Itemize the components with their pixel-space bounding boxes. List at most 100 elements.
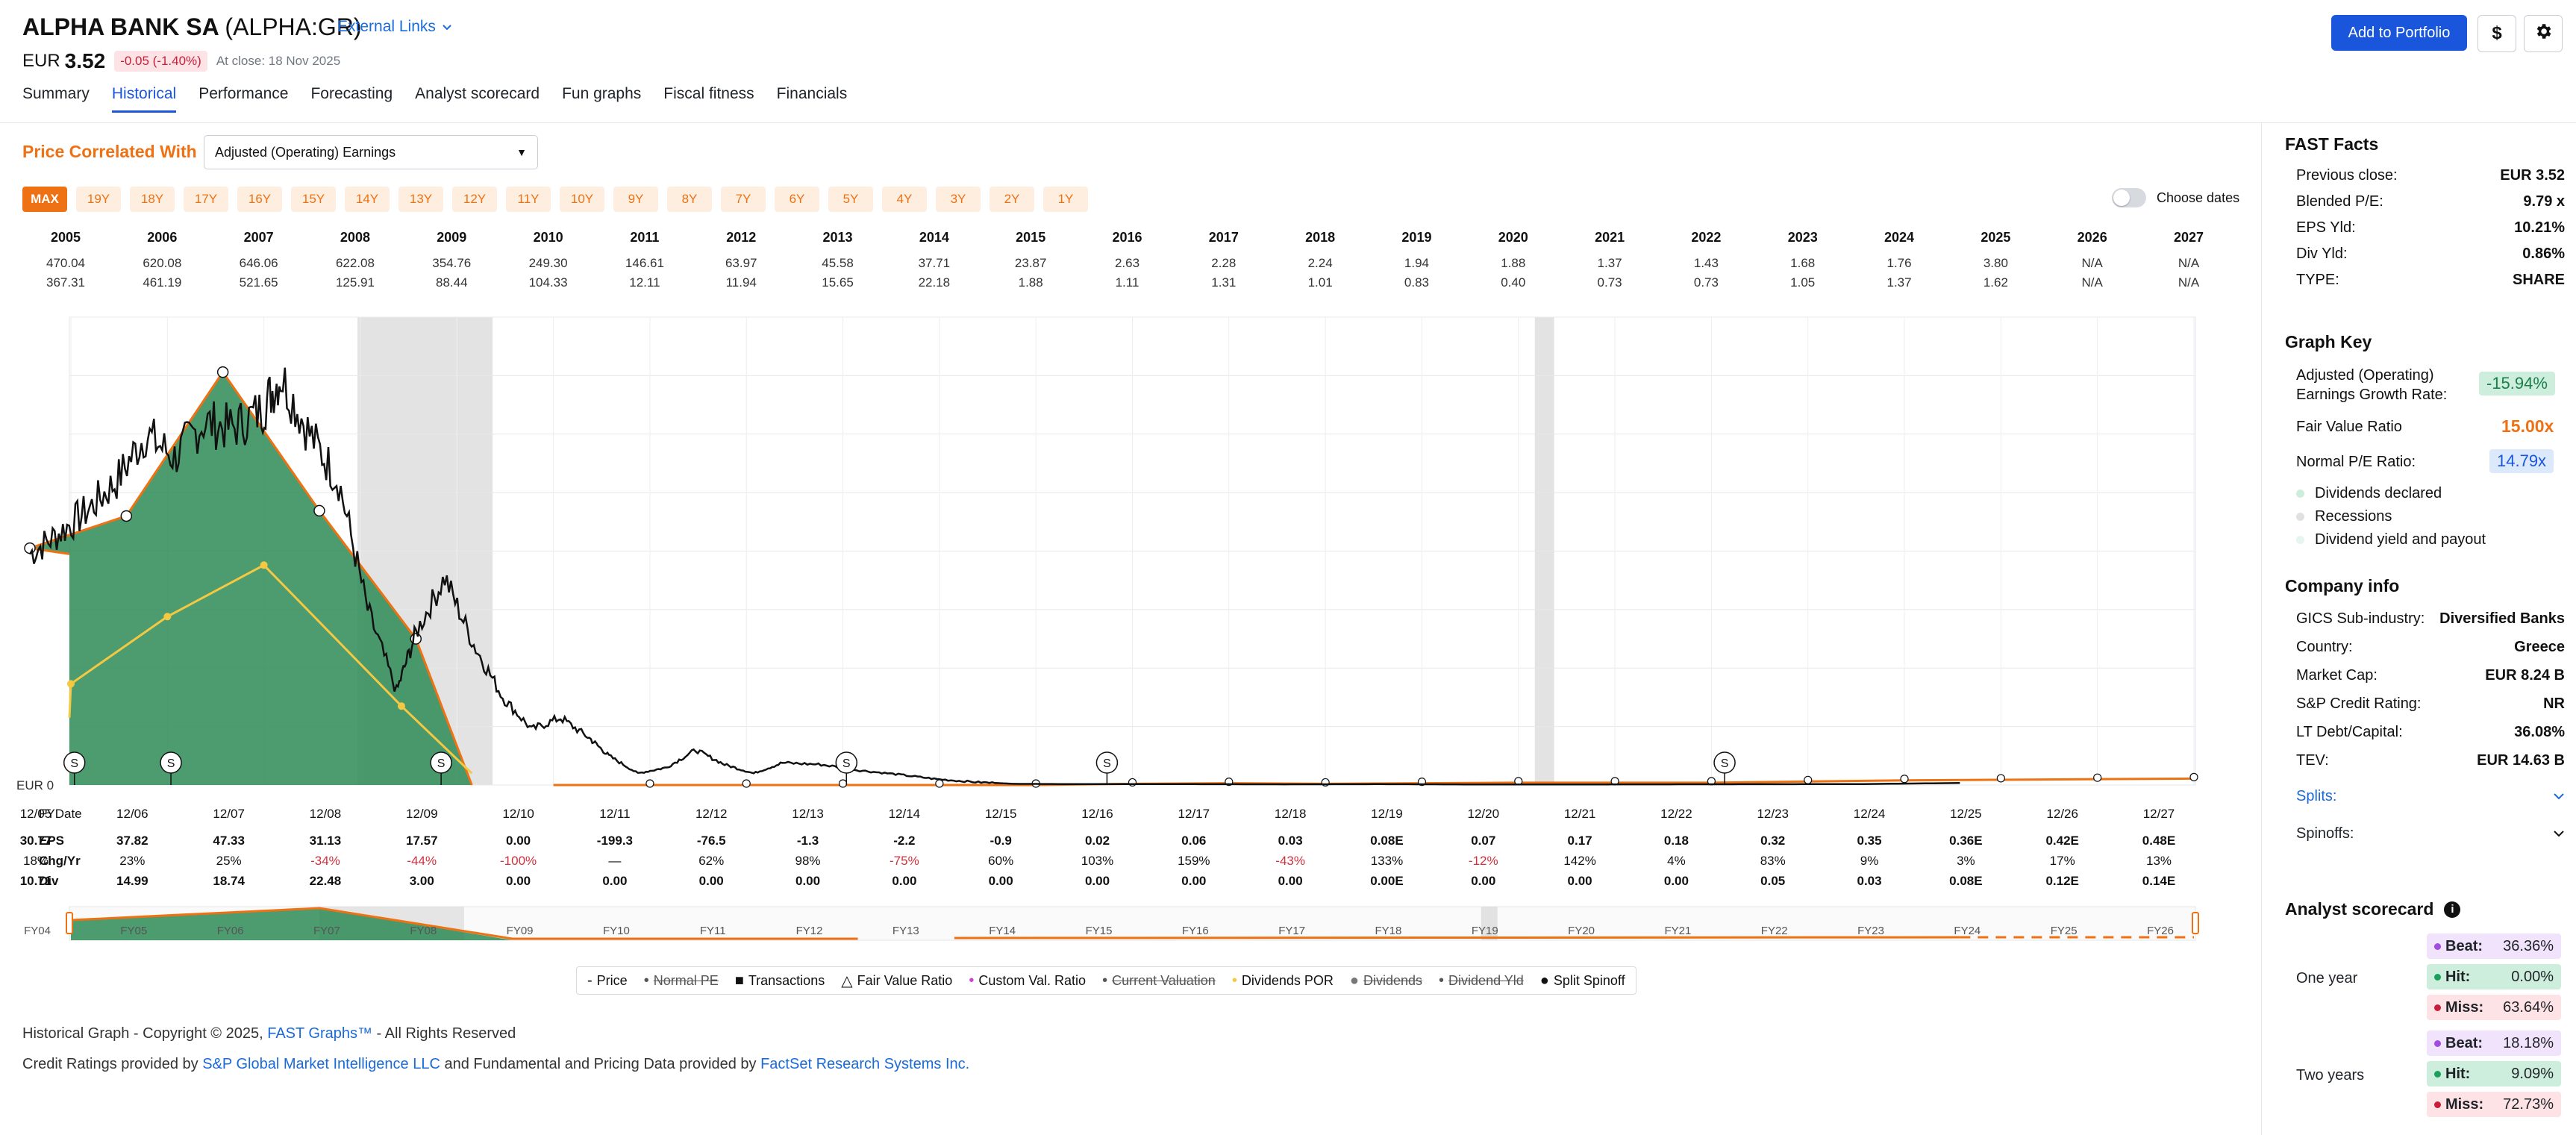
range-button-10y[interactable]: 10Y	[560, 187, 604, 212]
fy-dates-value: 12/13	[792, 807, 824, 821]
score-dot-icon	[2434, 1039, 2441, 1047]
tab-performance[interactable]: Performance	[198, 85, 289, 102]
info-icon[interactable]: i	[2444, 901, 2461, 918]
range-button-15y[interactable]: 15Y	[291, 187, 336, 212]
fair-value-marker[interactable]	[838, 779, 848, 788]
dividends-por-point[interactable]	[163, 613, 172, 621]
navigator-right-handle[interactable]	[2192, 912, 2199, 934]
range-button-18y[interactable]: 18Y	[130, 187, 175, 212]
range-button-4y[interactable]: 4Y	[882, 187, 927, 212]
range-button-6y[interactable]: 6Y	[775, 187, 819, 212]
range-button-2y[interactable]: 2Y	[990, 187, 1034, 212]
fair-value-marker[interactable]	[1996, 774, 2005, 783]
legend-item-price[interactable]: - Price	[587, 972, 628, 989]
metric-select[interactable]: Adjusted (Operating) Earnings ▼	[204, 135, 538, 169]
fair-value-marker[interactable]	[1900, 775, 1909, 784]
split-marker-icon[interactable]	[430, 751, 452, 774]
high-price: 37.71	[919, 256, 951, 270]
credit-text: Credit Ratings provided by S&P Global Ma…	[22, 1056, 969, 1073]
range-button-3y[interactable]: 3Y	[936, 187, 981, 212]
legend-item-fair-value-ratio[interactable]: △ Fair Value Ratio	[841, 972, 952, 990]
fair-value-marker[interactable]	[2189, 772, 2198, 781]
tab-summary[interactable]: Summary	[22, 85, 90, 102]
legend-item-split-spinoff[interactable]: ● Split Spinoff	[1540, 972, 1625, 989]
tab-fun-graphs[interactable]: Fun graphs	[562, 85, 642, 102]
high-price: 1.43	[1694, 256, 1719, 270]
tab-forecasting[interactable]: Forecasting	[310, 85, 393, 102]
fair-value-marker[interactable]	[645, 779, 654, 788]
company-info-label: GICS Sub-industry:	[2296, 610, 2425, 627]
range-button-9y[interactable]: 9Y	[613, 187, 658, 212]
range-button-17y[interactable]: 17Y	[184, 187, 228, 212]
split-marker-icon[interactable]	[1095, 751, 1119, 774]
navigator-left-handle[interactable]	[66, 912, 73, 934]
range-button-5y[interactable]: 5Y	[828, 187, 873, 212]
range-button-16y[interactable]: 16Y	[237, 187, 282, 212]
split-marker-icon[interactable]	[1713, 751, 1736, 774]
div-value: 14.99	[116, 874, 149, 888]
range-button-13y[interactable]: 13Y	[398, 187, 443, 212]
fast-graphs-link[interactable]: FAST Graphs™	[267, 1025, 372, 1042]
legend-item-normal-pe[interactable]: • Normal PE	[644, 972, 719, 989]
fair-value-marker[interactable]	[120, 510, 133, 522]
score-dot-icon	[2434, 1070, 2441, 1078]
historical-chart[interactable]: EUR 0EUR100EUR200EUR300EUR400EUR500EUR60…	[0, 216, 2239, 963]
fast-fact-value: EUR 3.52	[2500, 167, 2565, 184]
fy-dates-value: 12/10	[502, 807, 534, 821]
fair-value-marker[interactable]	[1804, 775, 1813, 784]
currency-button[interactable]: $	[2477, 15, 2516, 52]
range-button-7y[interactable]: 7Y	[721, 187, 766, 212]
range-button-11y[interactable]: 11Y	[506, 187, 551, 212]
range-button-19y[interactable]: 19Y	[76, 187, 121, 212]
sp-global-link[interactable]: S&P Global Market Intelligence LLC	[202, 1056, 440, 1072]
spinoffs-row[interactable]: Spinoffs:	[2296, 825, 2565, 842]
range-button-max[interactable]: MAX	[22, 187, 67, 212]
legend-item-dividends-por[interactable]: • Dividends POR	[1232, 972, 1334, 989]
growth-rate-label: Adjusted (Operating) Earnings Growth Rat…	[2296, 367, 2448, 403]
legend-item-transactions[interactable]: ■ Transactions	[735, 972, 825, 989]
range-button-12y[interactable]: 12Y	[452, 187, 497, 212]
tab-financials[interactable]: Financials	[776, 85, 848, 102]
tab-analyst-scorecard[interactable]: Analyst scorecard	[415, 85, 540, 102]
score-hit: Hit: 0.00%	[2427, 964, 2561, 989]
fair-value-marker[interactable]	[935, 779, 944, 788]
dividends-por-point[interactable]	[260, 561, 268, 569]
fair-value-marker[interactable]	[313, 504, 325, 517]
legend-item-dividend-yld[interactable]: • Dividend Yld	[1439, 972, 1524, 989]
factset-link[interactable]: FactSet Research Systems Inc.	[760, 1056, 970, 1072]
div-value: 0.14E	[2142, 874, 2175, 888]
fair-value-marker[interactable]	[216, 366, 229, 378]
tab-fiscal-fitness[interactable]: Fiscal fitness	[663, 85, 754, 102]
toggle-switch[interactable]	[2112, 188, 2146, 207]
splits-row[interactable]: Splits:	[2296, 788, 2565, 805]
add-to-portfolio-button[interactable]: Add to Portfolio	[2331, 15, 2467, 51]
fast-fact-row: TYPE: SHARE	[2285, 272, 2565, 289]
fair-value-marker[interactable]	[742, 779, 751, 788]
split-marker-icon[interactable]	[835, 751, 858, 774]
range-button-8y[interactable]: 8Y	[667, 187, 712, 212]
fair-value-marker[interactable]	[24, 542, 36, 554]
split-marker-icon[interactable]	[160, 751, 182, 774]
dividends-por-point[interactable]	[397, 702, 405, 710]
choose-dates-toggle[interactable]: Choose dates	[2112, 188, 2239, 207]
chg-yr-value: -43%	[1275, 854, 1305, 868]
fair-value-marker[interactable]	[2093, 773, 2102, 782]
range-button-1y[interactable]: 1Y	[1043, 187, 1088, 212]
fy-dates-value: 12/18	[1275, 807, 1307, 821]
external-links-dropdown[interactable]: External Links	[337, 18, 452, 36]
legend-item-dividends[interactable]: ● Dividends	[1350, 972, 1422, 989]
low-price: 1.37	[1886, 275, 1911, 290]
tab-historical[interactable]: Historical	[111, 85, 177, 113]
range-button-14y[interactable]: 14Y	[345, 187, 390, 212]
div-value: 0.00	[1664, 874, 1689, 888]
eps-value: 47.33	[213, 834, 245, 848]
split-marker-icon[interactable]	[63, 751, 86, 774]
legend-item-current-valuation[interactable]: • Current Valuation	[1102, 972, 1216, 989]
legend-item-custom-val-ratio[interactable]: • Custom Val. Ratio	[969, 972, 1086, 989]
fast-fact-row: Previous close: EUR 3.52	[2285, 167, 2565, 184]
settings-button[interactable]	[2524, 15, 2563, 52]
fy-dates-value: 12/17	[1178, 807, 1210, 821]
high-price: N/A	[2178, 256, 2200, 270]
chg-yr-value: -100%	[500, 854, 537, 868]
dividends-por-point[interactable]	[67, 680, 75, 688]
